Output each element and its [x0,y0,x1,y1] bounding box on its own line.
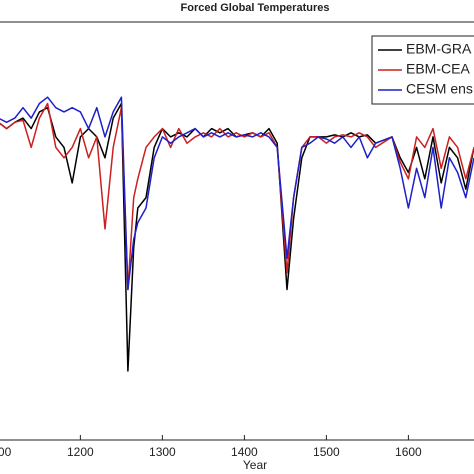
x-tick-label: 1300 [149,445,176,459]
x-tick-label: 1500 [313,445,340,459]
legend-label: EBM-CEA [406,61,470,77]
series-line [0,96,474,291]
x-tick-label: 1600 [395,445,422,459]
series-line [0,102,474,291]
x-axis-label: Year [243,458,267,472]
x-tick-label: 1200 [67,445,94,459]
chart-title: Forced Global Temperatures [181,2,330,14]
legend-label: CESM ens [406,81,473,97]
series-line [0,102,474,372]
x-tick-label: 1100 [0,445,12,459]
x-tick-label: 1400 [231,445,258,459]
legend-label: EBM-GRA [406,41,472,57]
legend-box [371,35,474,105]
